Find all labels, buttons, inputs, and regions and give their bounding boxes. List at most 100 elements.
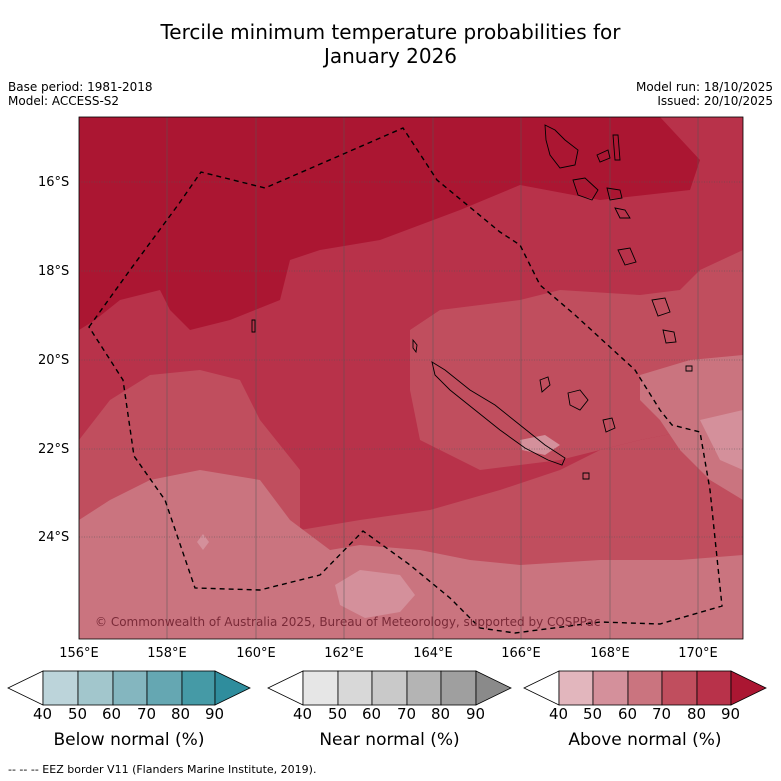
cbar-near-40 — [302, 670, 339, 706]
maewo-island — [612, 134, 621, 161]
lon-label-166e: 166°E — [501, 646, 541, 661]
lat-label-20s: 20°S — [38, 353, 70, 368]
cbar-below-40 — [42, 670, 79, 706]
meta-right: Model run: 18/10/2025 Issued: 20/10/2025 — [636, 80, 773, 108]
cbar-below-80 — [181, 670, 216, 706]
lon-label-158e: 158°E — [147, 646, 187, 661]
cbar-near-70 — [406, 670, 442, 706]
tick-near-90: 90 — [466, 705, 486, 723]
lon-label-164e: 164°E — [413, 646, 453, 661]
cbar-below-50 — [77, 670, 114, 706]
lon-label-170e: 170°E — [678, 646, 718, 661]
field-above-60-east — [640, 355, 743, 500]
isle-of-pines — [582, 472, 590, 480]
aneityum-island — [685, 365, 693, 372]
lon-label-156e: 156°E — [59, 646, 99, 661]
tick-below-80: 80 — [171, 705, 191, 723]
cbar-above-60 — [627, 670, 663, 706]
tick-below-60: 60 — [102, 705, 122, 723]
cbar-near-title: Near normal (%) — [319, 730, 460, 750]
field-above-50-newcaledonia — [520, 435, 560, 455]
lat-label-24s: 24°S — [38, 530, 70, 545]
tick-below-90: 90 — [205, 705, 225, 723]
cbar-above-40 — [558, 670, 594, 706]
tanna-island — [662, 329, 677, 344]
issued-date: Issued: 20/10/2025 — [657, 94, 773, 108]
cbar-above-50 — [592, 670, 629, 706]
base-period: Base period: 1981-2018 — [8, 80, 153, 94]
lifou-island — [567, 389, 589, 411]
colorbar-below-normal — [7, 670, 251, 706]
field-above-90 — [79, 117, 700, 330]
cbar-below-min-arrow — [7, 670, 44, 706]
map-title: Tercile minimum temperature probabilitie… — [0, 20, 781, 68]
tick-above-80: 80 — [687, 705, 707, 723]
mare-island — [602, 417, 616, 433]
cbar-near-min-arrow — [267, 670, 304, 706]
cbar-below-70 — [146, 670, 183, 706]
cbar-above-70 — [661, 670, 698, 706]
tick-near-50: 50 — [328, 705, 348, 723]
tick-above-70: 70 — [652, 705, 672, 723]
lat-label-18s: 18°S — [38, 264, 70, 279]
meridians — [79, 117, 699, 639]
cbar-near-50 — [337, 670, 373, 706]
map-frame — [78, 116, 744, 640]
tick-near-80: 80 — [431, 705, 451, 723]
lon-label-162e: 162°E — [324, 646, 364, 661]
eez-legend-footer: -- -- -- EEZ border V11 (Flanders Marine… — [8, 763, 317, 776]
tick-above-90: 90 — [721, 705, 741, 723]
cbar-above-title: Above normal (%) — [568, 730, 722, 750]
lon-label-168e: 168°E — [590, 646, 630, 661]
tick-near-60: 60 — [362, 705, 382, 723]
cbar-above-80 — [696, 670, 732, 706]
model-name: Model: ACCESS-S2 — [8, 94, 120, 108]
field-above-50-speck — [197, 534, 209, 550]
lat-label-16s: 16°S — [38, 175, 70, 190]
malekula-island — [572, 177, 599, 201]
cbar-near-80 — [440, 670, 477, 706]
probability-fields — [79, 117, 743, 639]
copyright-text: © Commonwealth of Australia 2025, Bureau… — [95, 615, 600, 629]
tick-near-40: 40 — [293, 705, 313, 723]
tick-near-70: 70 — [397, 705, 417, 723]
cbar-below-max-arrow — [214, 670, 251, 706]
eez-border — [88, 127, 723, 634]
cbar-near-max-arrow — [475, 670, 512, 706]
field-above-50-east — [700, 410, 743, 470]
tick-below-40: 40 — [33, 705, 53, 723]
cbar-near-60 — [371, 670, 408, 706]
chesterfield-reef — [251, 319, 256, 333]
lat-label-22s: 22°S — [38, 442, 70, 457]
meta-left: Base period: 1981-2018 Model: ACCESS-S2 — [8, 80, 153, 108]
colorbar-near-normal — [267, 670, 512, 706]
ambrym-island — [606, 187, 623, 201]
ambae-island — [596, 149, 611, 163]
field-above-60-south — [79, 470, 743, 639]
colorbars — [7, 670, 767, 706]
new-caledonia-coast — [431, 361, 566, 466]
model-run: Model run: 18/10/2025 — [635, 80, 773, 94]
espiritu-santo — [544, 124, 579, 169]
title-line-1: Tercile minimum temperature probabilitie… — [160, 20, 621, 44]
coastlines — [251, 124, 693, 480]
field-above-50-south — [335, 570, 415, 618]
lon-label-160e: 160°E — [236, 646, 276, 661]
tick-below-50: 50 — [68, 705, 88, 723]
tick-above-40: 40 — [549, 705, 569, 723]
cbar-below-title: Below normal (%) — [53, 730, 205, 750]
cbar-below-60 — [112, 670, 148, 706]
belep-islands — [412, 338, 418, 354]
tick-above-50: 50 — [583, 705, 603, 723]
graticule — [79, 181, 743, 538]
colorbar-above-normal — [523, 670, 767, 706]
tick-above-60: 60 — [618, 705, 638, 723]
epi-island — [614, 207, 631, 219]
cbar-above-min-arrow — [523, 670, 560, 706]
tick-below-70: 70 — [137, 705, 157, 723]
ouvea-island — [539, 376, 551, 393]
efate-island — [617, 247, 637, 266]
erromango-island — [651, 297, 671, 317]
title-line-2: January 2026 — [323, 44, 458, 68]
